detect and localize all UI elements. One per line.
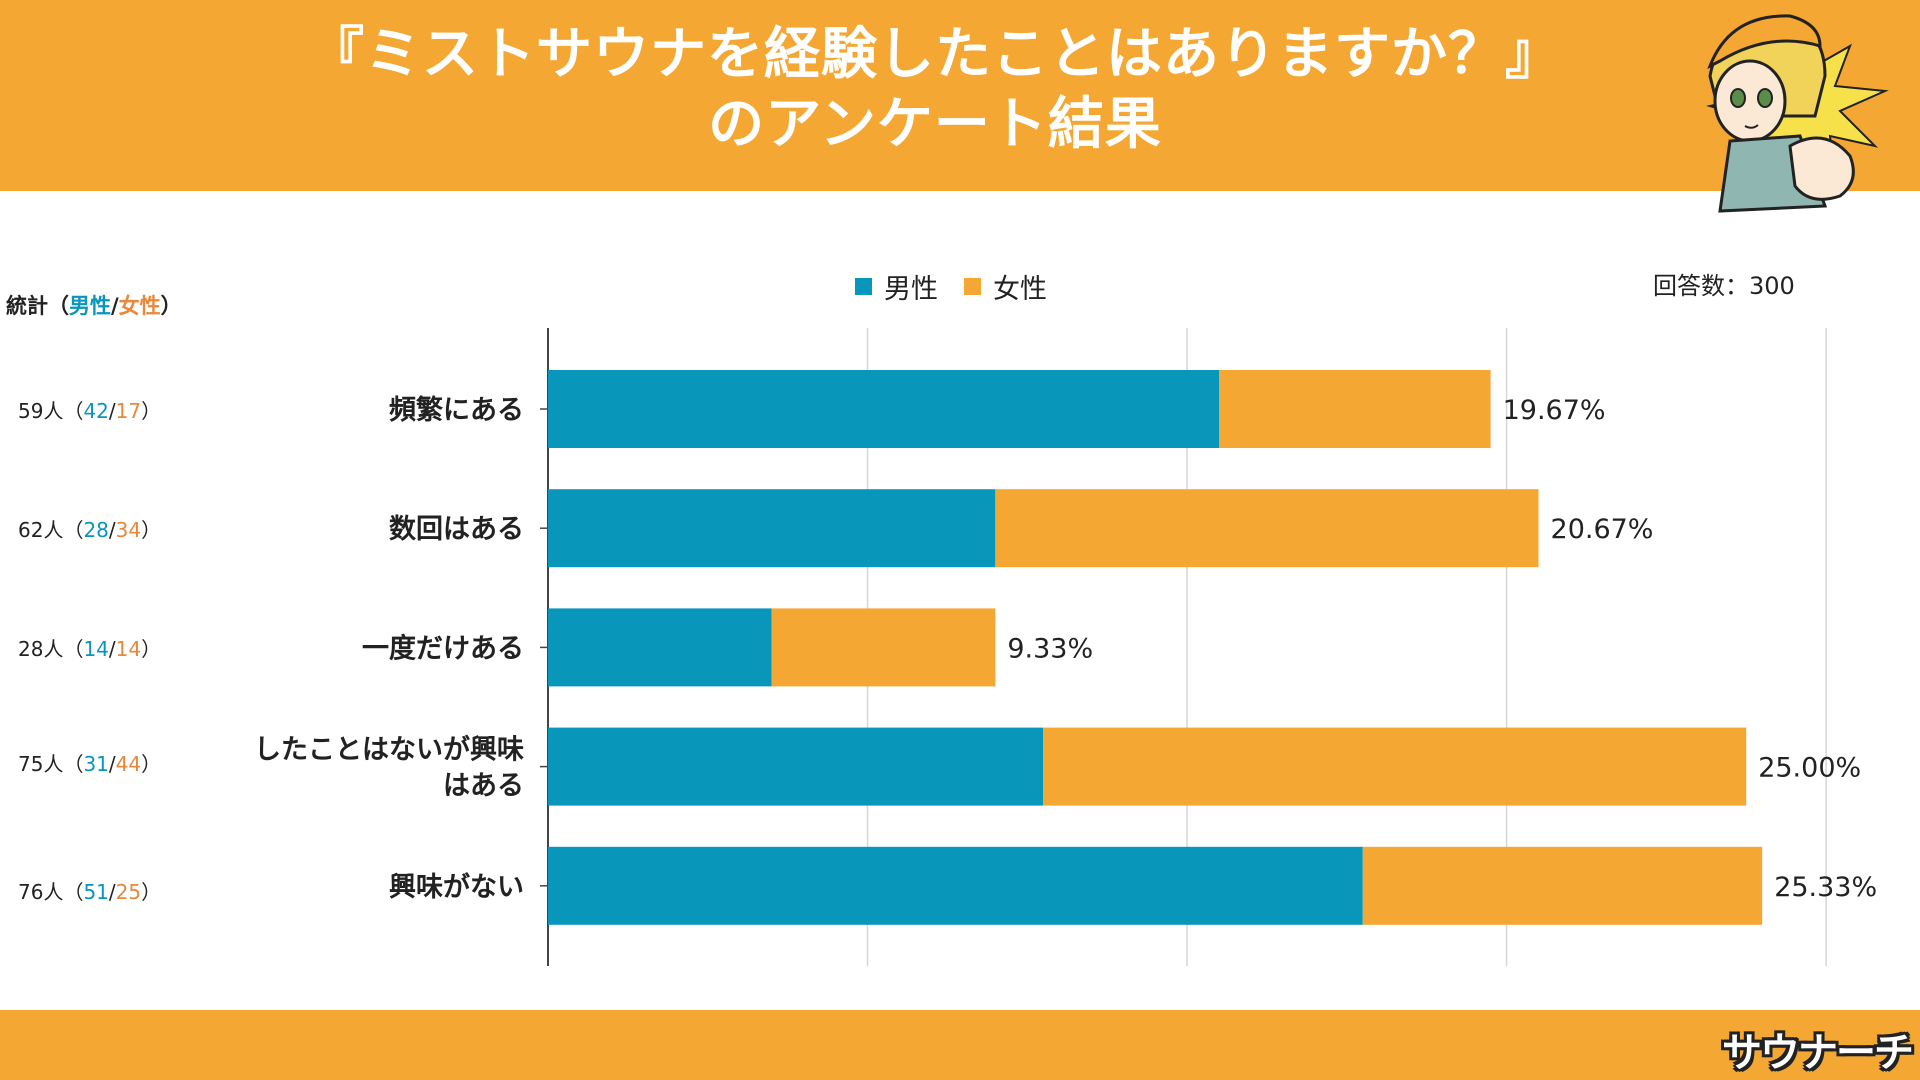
bar-segment-female (1043, 727, 1747, 806)
bar-segment-female (1219, 370, 1491, 448)
category-label-line: 数回はある (389, 514, 524, 545)
legend-swatch-male (855, 278, 872, 295)
stat-female: 34 (115, 518, 142, 542)
data-label: 25.33% (1774, 872, 1877, 903)
mascot-illustration (1706, 14, 1889, 213)
bar-segment-male (548, 489, 996, 568)
stat-male: 31 (83, 752, 109, 776)
stat-total: 59人 (18, 399, 64, 423)
stat-row: 28人（14/14） (18, 637, 162, 661)
category-label-line: 興味がない (389, 871, 524, 903)
data-label: 25.00% (1758, 753, 1861, 784)
title-line-1: 『ミストサウナを経験したことはありますか？』 (308, 22, 1562, 87)
category-label-line: 一度だけある (362, 632, 524, 664)
bar-segment-female (995, 489, 1539, 568)
stat-total: 75人 (18, 752, 64, 776)
legend-item-male: 男性 (855, 267, 938, 306)
page-title: 『ミストサウナを経験したことはありますか？』 のアンケート結果 (0, 20, 1870, 160)
stats-header-female: 女性 (118, 294, 161, 318)
category-label: 興味がない (389, 871, 524, 903)
data-label: 20.67% (1551, 514, 1654, 545)
category-label: したことはないが興味はある (254, 734, 524, 802)
stats-header-male: 男性 (69, 294, 111, 318)
respondent-count: 回答数：300 (1653, 272, 1795, 300)
stat-female: 44 (115, 752, 142, 776)
stats-header-prefix: 統計（ (6, 294, 69, 318)
stacked-bar-chart: 頻繁にある 19.67% 数回はある 20.67% 一度だけある 9.33% したことはない… (254, 328, 1877, 966)
footer-banner (0, 1010, 1920, 1080)
stat-total: 28人 (18, 637, 64, 661)
stat-male: 14 (83, 637, 109, 661)
category-label-line: はある (443, 771, 524, 802)
bar-segment-male (548, 608, 772, 687)
bar-segment-female (771, 608, 996, 687)
stat-total: 76人 (18, 880, 64, 904)
chart-legend: 男性 女性 (855, 267, 1073, 306)
stat-row: 76人（51/25） (18, 880, 162, 904)
category-label-line: 頻繁にある (389, 395, 524, 426)
data-label: 19.67% (1503, 395, 1606, 426)
stat-male: 28 (83, 518, 109, 542)
brand-logo: サウナーチ (1722, 1030, 1914, 1076)
stat-row: 59人（42/17） (18, 399, 162, 423)
stat-female: 17 (115, 399, 142, 423)
legend-item-female: 女性 (964, 267, 1047, 306)
bar-segment-male (548, 846, 1363, 925)
stats-header-suffix: ） (160, 294, 182, 318)
bar-segment-female (1362, 846, 1763, 925)
stat-female: 25 (115, 880, 142, 904)
stat-row: 75人（31/44） (18, 752, 162, 776)
data-label: 9.33% (1007, 633, 1093, 664)
stats-header: 統計（男性/女性） (6, 290, 182, 320)
category-label: 数回はある (389, 514, 524, 545)
legend-label-male: 男性 (884, 274, 938, 305)
stat-male: 42 (83, 399, 109, 423)
category-label-line: したことはないが興味 (254, 734, 524, 766)
header-banner: 『ミストサウナを経験したことはありますか？』 のアンケート結果 (0, 0, 1920, 191)
legend-label-female: 女性 (993, 274, 1047, 305)
legend-swatch-female (964, 278, 981, 295)
category-label: 一度だけある (362, 632, 524, 664)
stats-header-sep: / (111, 294, 119, 318)
stat-female: 14 (115, 637, 142, 661)
bar-segment-male (548, 727, 1044, 806)
stat-male: 51 (83, 880, 109, 904)
category-label: 頻繁にある (389, 395, 524, 426)
title-line-2: のアンケート結果 (708, 92, 1162, 157)
bar-segment-male (548, 370, 1219, 448)
stat-total: 62人 (18, 518, 64, 542)
stat-row: 62人（28/34） (18, 518, 162, 542)
